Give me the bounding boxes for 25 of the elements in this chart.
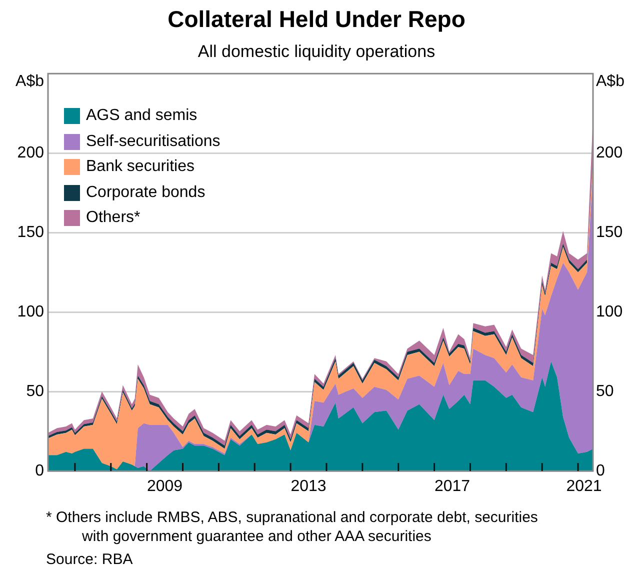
y-axis-title: A$b [16,73,44,90]
y-tick-label: 200 [17,144,44,162]
y2-tick-label: 0 [596,462,605,480]
x-tick-label: 2017 [434,478,470,496]
y2-tick-label: 200 [596,144,623,162]
y-tick-label: 0 [35,462,44,480]
x-tick-label: 2009 [146,478,183,496]
legend-label: Corporate bonds [86,184,206,202]
y-tick-label: 100 [17,303,44,320]
legend-label: Bank securities [86,158,194,176]
y-tick-label: 150 [17,224,44,241]
legend-label: AGS and semis [86,107,198,126]
legend-label: Self-securitisations [86,132,220,151]
x-tick-label: 2013 [290,478,326,496]
chart-subtitle: All domestic liquidity operations [196,42,436,62]
chart-title: Collateral Held Under Repo [166,6,466,33]
source-note: Source: RBA [46,550,134,569]
y-tick-label: 50 [26,382,44,400]
y2-tick-label: 100 [596,303,623,320]
y2-axis-title: A$b [596,73,625,90]
x-tick-label: 2021 [566,478,602,496]
y2-tick-label: 150 [596,224,623,241]
legend-label: Others* [86,209,140,228]
y2-tick-label: 50 [596,382,614,400]
text: * Others include RMBS, ABS, supranational and corporate debt, securities with government guarantee and other AAA securities [46,508,539,546]
